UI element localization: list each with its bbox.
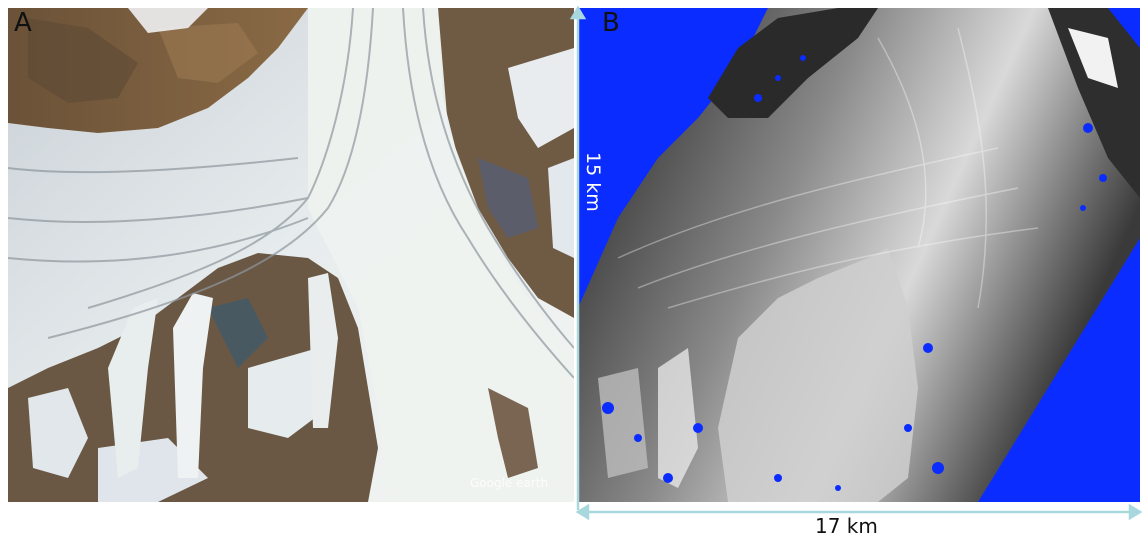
panel-b-processed-image bbox=[578, 8, 1140, 502]
panel-a-label: A bbox=[14, 8, 32, 38]
horizontal-scale-label: 17 km bbox=[815, 514, 878, 538]
horizontal-scale-arrow-right bbox=[1128, 503, 1142, 521]
glacier-satellite-graphic bbox=[8, 8, 574, 502]
google-earth-watermark: Google earth bbox=[470, 476, 549, 490]
grayscale-glacier-area bbox=[578, 8, 1140, 502]
panel-b-label: B bbox=[602, 8, 620, 38]
glacier-processed-graphic bbox=[578, 8, 1140, 502]
panel-a-satellite-image bbox=[8, 8, 574, 502]
horizontal-scale-arrow-left bbox=[575, 503, 590, 521]
vertical-scale-label: 15 km bbox=[582, 152, 604, 212]
